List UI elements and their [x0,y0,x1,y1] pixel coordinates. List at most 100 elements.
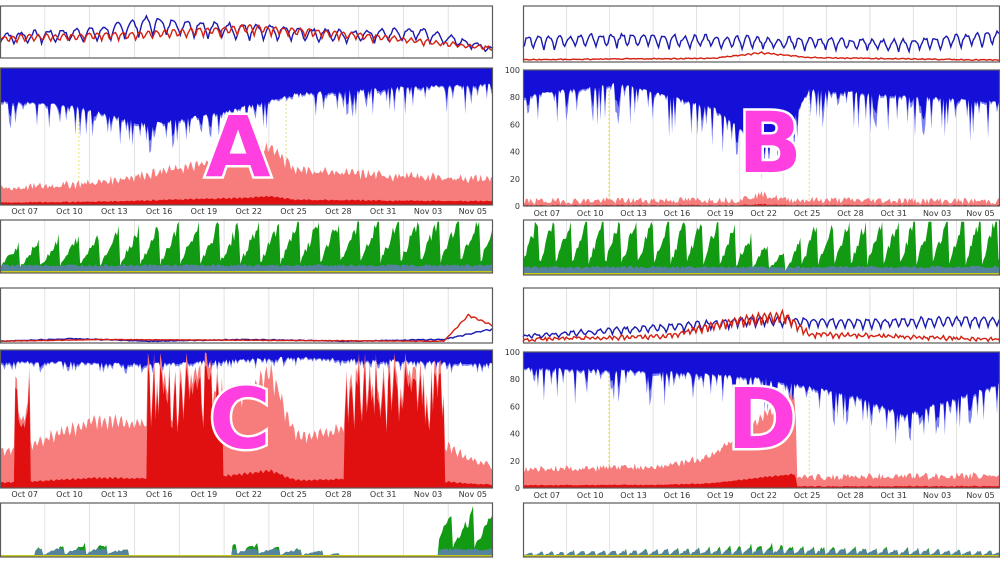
y-tick-label: 0 [515,202,520,211]
blue-area-dark [523,352,1000,432]
bottom-area-chart [0,502,494,558]
middle-area-chart: 100 80 60 40 20 0 Oct 07 Oct 10 Oct 13 Oct 16 Oct … [505,66,1000,218]
x-tick-label: Oct 22 [750,491,777,500]
top-line-chart [0,5,494,59]
top-chart-bg [523,288,1000,343]
chart-panel-b: 100 80 60 40 20 0 Oct 07 Oct 10 Oct 13 Oct 16 Oct … [505,5,1000,276]
y-tick-label: 20 [510,457,520,466]
x-tick-label: Oct 07 [11,490,38,499]
panel-letter-a: A [205,98,270,196]
blue-base-area [0,264,493,273]
x-tick-label: Oct 28 [325,207,352,216]
x-tick-label: Oct 16 [146,207,173,216]
panel-letter-d: D [727,370,797,468]
y-tick-label: 60 [510,120,520,129]
x-tick-label: Oct 13 [101,490,128,499]
red-area-dark [0,195,493,205]
top-line-chart [522,287,1000,344]
red-area-dark [523,473,1000,488]
x-tick-label: Oct 07 [534,209,561,218]
middle-area-chart: 100 80 60 40 20 0 Oct 07 Oct 10 Oct 13 Oct 16 Oct … [505,348,1000,500]
red-area-dark [0,366,493,488]
x-tick-label: Nov 03 [923,209,951,218]
x-tick-label: Oct 10 [56,490,83,499]
top-series-line-1 [522,29,1000,55]
chart-panel-c: Oct 07 Oct 10 Oct 13 Oct 16 Oct 19 Oct 22 Oct … [0,287,494,558]
x-tick-label: Oct 07 [534,491,561,500]
y-tick-label: 40 [510,430,520,439]
y-tick-label: 20 [510,175,520,184]
x-tick-label: Oct 16 [146,490,173,499]
middle-chart-frame [0,349,494,489]
top-chart-bg [0,288,493,343]
x-tick-label: Oct 25 [280,207,307,216]
x-tick-label: Oct 19 [707,491,734,500]
bottom-area-chart [522,502,1000,558]
x-tick-label: Oct 28 [325,490,352,499]
x-tick-label: Nov 05 [966,491,994,500]
top-series-line-2 [0,23,494,52]
x-tick-label: Nov 03 [923,491,951,500]
blue-area-dark [0,350,493,370]
panel-letter-c: C [209,370,271,468]
x-tick-label: Oct 07 [11,207,38,216]
bottom-chart-frame [0,502,494,558]
top-series-line-2 [522,308,1000,343]
blue-base-area [0,547,493,557]
x-tick-label: Oct 10 [56,207,83,216]
x-tick-label: Oct 13 [620,209,647,218]
panel-letter-b: B [738,94,802,192]
x-tick-label: Oct 28 [837,209,864,218]
y-tick-label: 0 [515,484,520,493]
red-area-light [523,191,1000,206]
red-area-light [0,142,493,205]
blue-area-dark [523,70,1000,166]
y-tick-label: 100 [505,348,520,357]
y-tick-label: 80 [510,93,520,102]
x-tick-label: Nov 03 [414,490,442,499]
x-tick-label: Oct 22 [750,209,777,218]
x-tick-label: Oct 13 [620,491,647,500]
bottom-area-chart [522,219,1000,276]
x-tick-label: Oct 31 [370,490,397,499]
top-series-line-2 [522,51,1000,62]
x-tick-label: Nov 03 [414,207,442,216]
top-chart-frame [0,5,494,59]
top-chart-frame [0,287,494,344]
y-tick-label: 60 [510,402,520,411]
x-tick-label: Nov 05 [459,490,487,499]
bottom-area-chart [0,219,494,274]
top-line-chart [522,5,1000,63]
x-tick-label: Oct 25 [794,209,821,218]
x-tick-label: Oct 19 [707,209,734,218]
green-area [0,221,493,273]
x-tick-label: Oct 16 [664,209,691,218]
chart-panel-d: 100 80 60 40 20 0 Oct 07 Oct 10 Oct 13 Oct 16 Oct … [505,287,1000,558]
red-area-light [523,390,1000,488]
x-tick-label: Oct 10 [577,209,604,218]
x-tick-label: Oct 31 [880,209,907,218]
x-tick-label: Nov 05 [966,209,994,218]
top-series-line-2 [0,313,494,343]
x-tick-label: Oct 10 [577,491,604,500]
blue-base-area [523,265,1000,275]
x-tick-label: Oct 22 [235,490,262,499]
top-chart-bg [523,6,1000,62]
x-tick-label: Oct 19 [191,490,218,499]
y-tick-label: 100 [505,66,520,75]
x-tick-label: Oct 22 [235,207,262,216]
y-tick-label: 40 [510,148,520,157]
blue-base-area [523,547,1000,557]
x-tick-label: Oct 16 [664,491,691,500]
bottom-chart-frame [0,219,494,274]
chart-panel-a: Oct 07 Oct 10 Oct 13 Oct 16 Oct 19 Oct 22 Oct … [0,5,494,274]
x-tick-label: Oct 25 [794,491,821,500]
x-tick-label: Oct 31 [370,207,397,216]
green-area [523,221,1000,275]
top-series-line-1 [522,313,1000,340]
middle-area-chart: Oct 07 Oct 10 Oct 13 Oct 16 Oct 19 Oct 22 Oct … [0,67,494,216]
y-tick-label: 80 [510,375,520,384]
x-tick-label: Nov 05 [459,207,487,216]
x-tick-label: Oct 28 [837,491,864,500]
